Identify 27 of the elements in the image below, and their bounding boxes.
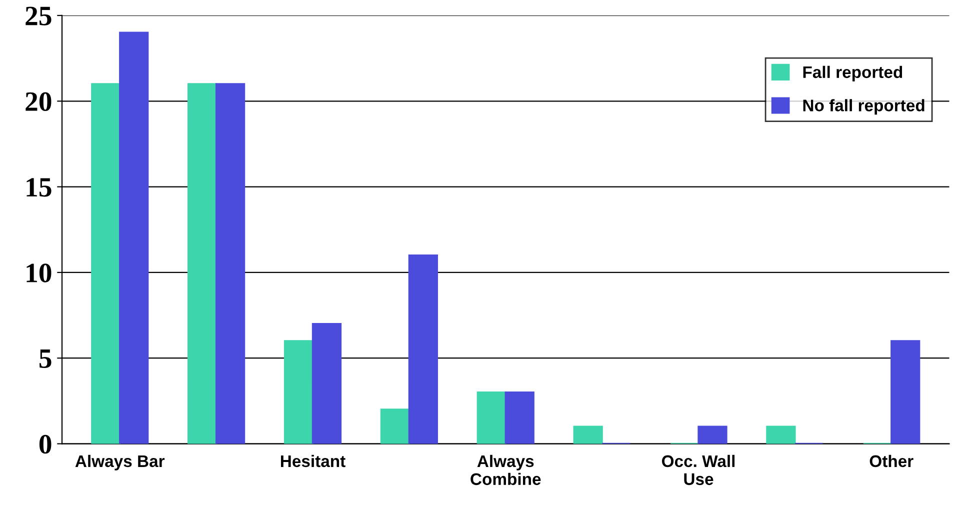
bar	[408, 254, 438, 444]
y-tick-label: 20	[26, 92, 52, 112]
y-tick-label: 0	[39, 434, 52, 454]
bar	[188, 83, 218, 444]
bar	[380, 408, 410, 444]
y-tick-label: 5	[40, 350, 52, 368]
legend-label: No fall reported	[803, 99, 924, 115]
bar	[573, 426, 603, 444]
y-tick-label: 25	[26, 6, 52, 26]
bar	[215, 83, 246, 444]
bar	[119, 32, 149, 444]
y-tick-label: 15	[26, 178, 52, 197]
x-tick-label: Always Combine	[470, 454, 541, 486]
x-tick-label: Always Bar	[75, 454, 165, 470]
bar	[698, 426, 728, 444]
y-tick-label: 10	[26, 264, 52, 282]
bar	[312, 323, 342, 444]
bar	[766, 426, 796, 444]
legend-label: Fall reported	[803, 66, 902, 82]
bar	[476, 392, 506, 444]
x-tick-label: Other	[870, 454, 914, 468]
x-tick-label: Hesitant	[280, 454, 346, 468]
bar	[91, 83, 121, 444]
bar	[284, 340, 314, 444]
bar	[504, 392, 534, 444]
x-tick-label: Occ. Wall Use	[662, 454, 735, 486]
bar	[890, 340, 920, 444]
